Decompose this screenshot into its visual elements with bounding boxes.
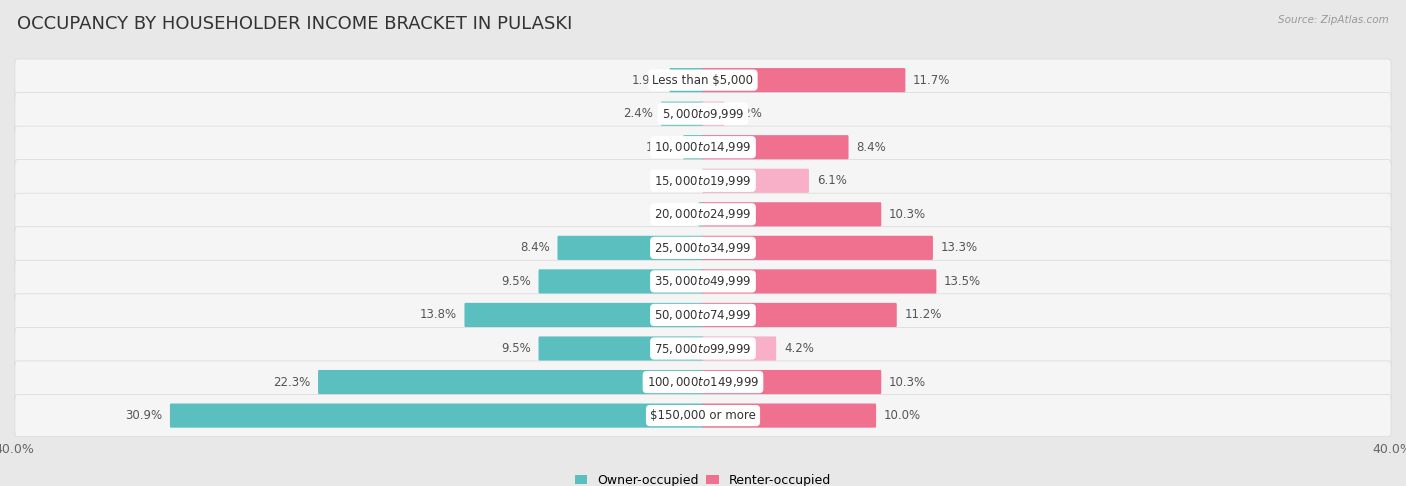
FancyBboxPatch shape bbox=[661, 102, 704, 126]
Text: 9.5%: 9.5% bbox=[501, 275, 531, 288]
Text: 10.3%: 10.3% bbox=[889, 208, 927, 221]
Text: 9.5%: 9.5% bbox=[501, 342, 531, 355]
FancyBboxPatch shape bbox=[702, 102, 724, 126]
Text: 13.8%: 13.8% bbox=[419, 309, 457, 321]
FancyBboxPatch shape bbox=[702, 403, 876, 428]
FancyBboxPatch shape bbox=[15, 159, 1391, 202]
Text: $5,000 to $9,999: $5,000 to $9,999 bbox=[662, 106, 744, 121]
Text: 1.1%: 1.1% bbox=[645, 141, 675, 154]
FancyBboxPatch shape bbox=[15, 260, 1391, 303]
FancyBboxPatch shape bbox=[702, 236, 934, 260]
FancyBboxPatch shape bbox=[699, 202, 704, 226]
Text: 8.4%: 8.4% bbox=[856, 141, 886, 154]
Text: $150,000 or more: $150,000 or more bbox=[650, 409, 756, 422]
Text: 11.2%: 11.2% bbox=[904, 309, 942, 321]
Text: 0.22%: 0.22% bbox=[654, 208, 690, 221]
FancyBboxPatch shape bbox=[702, 370, 882, 394]
FancyBboxPatch shape bbox=[538, 336, 704, 361]
FancyBboxPatch shape bbox=[702, 68, 905, 92]
FancyBboxPatch shape bbox=[464, 303, 704, 327]
FancyBboxPatch shape bbox=[15, 92, 1391, 135]
Text: 4.2%: 4.2% bbox=[785, 342, 814, 355]
Text: $50,000 to $74,999: $50,000 to $74,999 bbox=[654, 308, 752, 322]
Legend: Owner-occupied, Renter-occupied: Owner-occupied, Renter-occupied bbox=[569, 469, 837, 486]
Text: 22.3%: 22.3% bbox=[273, 376, 311, 388]
FancyBboxPatch shape bbox=[702, 202, 882, 226]
Text: 0.0%: 0.0% bbox=[665, 174, 695, 187]
Text: 8.4%: 8.4% bbox=[520, 242, 550, 254]
Text: $15,000 to $19,999: $15,000 to $19,999 bbox=[654, 174, 752, 188]
Text: 10.3%: 10.3% bbox=[889, 376, 927, 388]
FancyBboxPatch shape bbox=[15, 395, 1391, 437]
FancyBboxPatch shape bbox=[15, 294, 1391, 336]
FancyBboxPatch shape bbox=[557, 236, 704, 260]
FancyBboxPatch shape bbox=[683, 135, 704, 159]
FancyBboxPatch shape bbox=[702, 336, 776, 361]
Text: 11.7%: 11.7% bbox=[912, 73, 950, 87]
Text: $10,000 to $14,999: $10,000 to $14,999 bbox=[654, 140, 752, 154]
Text: 1.9%: 1.9% bbox=[631, 73, 662, 87]
Text: 10.0%: 10.0% bbox=[884, 409, 921, 422]
FancyBboxPatch shape bbox=[702, 303, 897, 327]
FancyBboxPatch shape bbox=[669, 68, 704, 92]
FancyBboxPatch shape bbox=[15, 126, 1391, 168]
Text: Less than $5,000: Less than $5,000 bbox=[652, 73, 754, 87]
Text: OCCUPANCY BY HOUSEHOLDER INCOME BRACKET IN PULASKI: OCCUPANCY BY HOUSEHOLDER INCOME BRACKET … bbox=[17, 15, 572, 33]
FancyBboxPatch shape bbox=[318, 370, 704, 394]
Text: $75,000 to $99,999: $75,000 to $99,999 bbox=[654, 342, 752, 355]
Text: 2.4%: 2.4% bbox=[623, 107, 652, 120]
FancyBboxPatch shape bbox=[15, 328, 1391, 370]
FancyBboxPatch shape bbox=[15, 227, 1391, 269]
FancyBboxPatch shape bbox=[702, 135, 849, 159]
Text: $20,000 to $24,999: $20,000 to $24,999 bbox=[654, 208, 752, 221]
FancyBboxPatch shape bbox=[702, 169, 808, 193]
FancyBboxPatch shape bbox=[538, 269, 704, 294]
Text: Source: ZipAtlas.com: Source: ZipAtlas.com bbox=[1278, 15, 1389, 25]
Text: 13.3%: 13.3% bbox=[941, 242, 977, 254]
Text: $35,000 to $49,999: $35,000 to $49,999 bbox=[654, 275, 752, 288]
FancyBboxPatch shape bbox=[15, 59, 1391, 101]
Text: 13.5%: 13.5% bbox=[945, 275, 981, 288]
FancyBboxPatch shape bbox=[702, 269, 936, 294]
Text: 30.9%: 30.9% bbox=[125, 409, 162, 422]
FancyBboxPatch shape bbox=[170, 403, 704, 428]
Text: 1.2%: 1.2% bbox=[733, 107, 762, 120]
Text: 6.1%: 6.1% bbox=[817, 174, 846, 187]
FancyBboxPatch shape bbox=[15, 193, 1391, 235]
FancyBboxPatch shape bbox=[15, 361, 1391, 403]
Text: $25,000 to $34,999: $25,000 to $34,999 bbox=[654, 241, 752, 255]
Text: $100,000 to $149,999: $100,000 to $149,999 bbox=[647, 375, 759, 389]
